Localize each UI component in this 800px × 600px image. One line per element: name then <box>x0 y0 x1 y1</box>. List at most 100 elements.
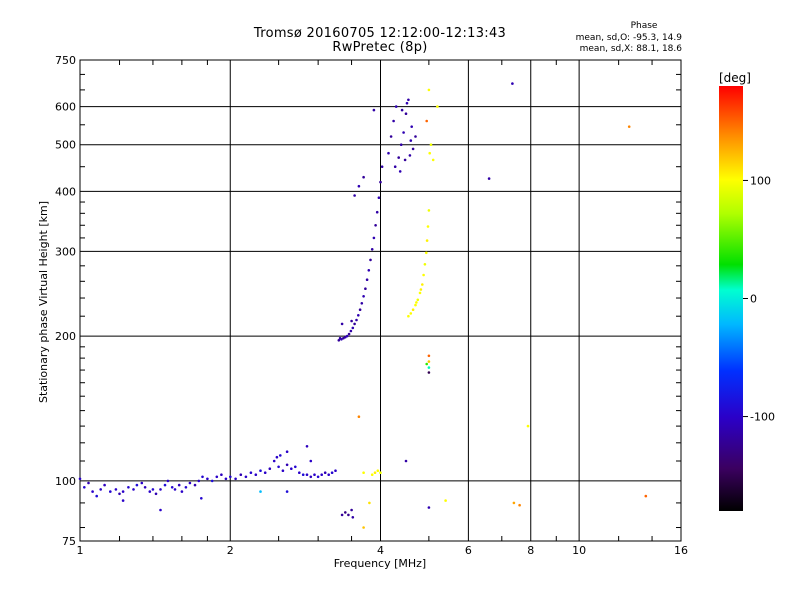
data-point <box>184 486 188 489</box>
data-point <box>392 119 395 123</box>
data-point <box>239 473 243 477</box>
data-point <box>173 488 177 491</box>
data-point <box>370 248 374 251</box>
data-point <box>234 477 237 481</box>
data-point <box>387 151 390 155</box>
grid-lines <box>80 60 681 541</box>
y-tick-label: 500 <box>55 139 76 152</box>
data-point <box>399 143 403 146</box>
data-point <box>436 105 439 108</box>
data-point <box>350 508 353 512</box>
x-tick-label: 16 <box>674 544 688 557</box>
data-point <box>351 326 355 330</box>
data-point <box>357 314 360 317</box>
data-point <box>404 112 408 115</box>
data-point <box>118 492 121 496</box>
data-point <box>368 501 371 505</box>
chart-subtitle: RwPretec (8p) <box>332 40 428 55</box>
data-point <box>313 473 316 477</box>
y-tick-label: 75 <box>62 535 76 548</box>
data-point <box>347 332 351 336</box>
data-point <box>121 490 125 493</box>
data-point <box>358 308 362 312</box>
x-tick-label: 1 <box>77 544 84 557</box>
data-point <box>423 263 427 266</box>
y-tick-label: 600 <box>55 101 76 114</box>
x-tick-label: 10 <box>572 544 586 557</box>
data-point <box>87 481 90 485</box>
data-point <box>305 445 309 448</box>
data-point <box>379 180 382 184</box>
data-point <box>166 479 170 483</box>
data-point <box>103 483 106 487</box>
data-point <box>419 288 423 291</box>
data-point <box>349 329 353 333</box>
data-point <box>512 501 516 505</box>
data-point <box>428 151 432 155</box>
chart-title: Tromsø 20160705 12:12:00-12:13:43 <box>253 26 507 41</box>
y-tick-label: 300 <box>55 245 76 258</box>
data-point <box>163 483 167 487</box>
data-point <box>416 298 420 302</box>
data-point <box>148 490 152 493</box>
data-point <box>206 477 209 481</box>
data-point <box>259 469 262 473</box>
phase-stats-o: mean, sd,O: -95.3, 14.9 <box>575 33 682 43</box>
data-point <box>376 469 380 473</box>
data-point <box>340 322 344 326</box>
data-point <box>397 156 401 159</box>
data-point <box>362 295 365 298</box>
phase-heading: Phase <box>630 21 658 31</box>
data-point <box>350 319 353 323</box>
y-tick-label: 400 <box>55 185 76 198</box>
data-point <box>394 105 398 108</box>
data-point <box>114 488 118 491</box>
data-point <box>402 131 405 134</box>
data-point <box>426 225 430 228</box>
data-point <box>159 488 162 491</box>
data-point <box>229 475 232 479</box>
data-point <box>180 490 184 493</box>
data-point <box>404 459 408 463</box>
data-point <box>281 469 285 473</box>
data-point <box>298 471 301 475</box>
x-tick-labels: 1 2 4 6 8 10 16 <box>77 544 689 557</box>
data-point <box>330 471 334 475</box>
data-point <box>414 303 417 307</box>
data-point <box>193 483 197 487</box>
data-point <box>410 125 414 128</box>
data-point <box>444 499 447 502</box>
data-point <box>373 471 377 475</box>
data-point <box>425 239 429 242</box>
data-point <box>400 108 404 112</box>
data-points <box>78 82 648 529</box>
data-point <box>370 473 374 477</box>
data-point <box>372 236 376 240</box>
data-point <box>411 308 415 312</box>
phase-stats-x: mean, sd,X: 88.1, 18.6 <box>579 44 682 54</box>
data-point <box>427 360 431 363</box>
data-point <box>405 101 409 105</box>
data-point <box>421 283 424 286</box>
data-point <box>360 302 364 305</box>
data-point <box>78 477 82 481</box>
data-point <box>279 454 282 457</box>
data-point <box>365 278 369 282</box>
data-point <box>263 471 267 475</box>
data-point <box>369 258 372 262</box>
data-point <box>277 465 280 469</box>
data-point <box>367 269 371 272</box>
data-point <box>422 273 425 277</box>
data-point <box>364 287 367 291</box>
data-point <box>143 486 147 489</box>
data-point <box>327 473 331 477</box>
data-point <box>425 119 429 123</box>
data-point <box>362 471 365 475</box>
colorbar-label: [deg] <box>719 71 751 85</box>
data-point <box>285 450 289 454</box>
data-point <box>362 526 365 529</box>
data-point <box>351 516 355 519</box>
data-point <box>151 488 155 491</box>
data-point <box>127 486 130 489</box>
data-point <box>518 503 521 507</box>
